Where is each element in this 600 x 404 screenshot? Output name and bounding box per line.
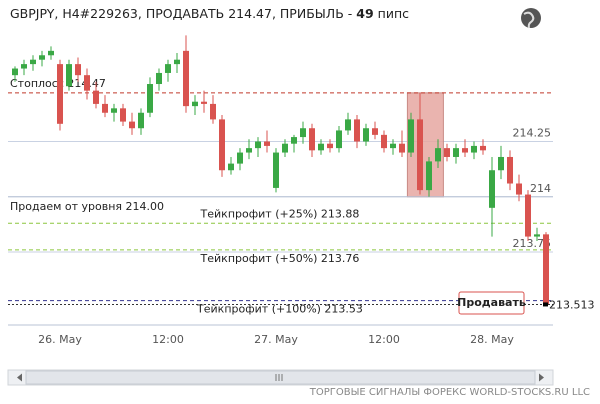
candle-body (174, 59, 180, 65)
title-text: GBPJPY, H4#229263, ПРОДАВАТЬ 214.47, ПРИ… (10, 6, 352, 21)
candle-body (291, 137, 297, 144)
candle-body (120, 108, 126, 122)
candle-body (399, 143, 405, 153)
sell-button-box (458, 291, 525, 315)
footer: ТОРГОВЫЕ СИГНАЛЫ ФОРЕКС WORLD-STOCKS.RU … (309, 387, 590, 398)
candle-body (57, 64, 63, 124)
candle-body (192, 101, 198, 107)
candle-body (66, 64, 72, 87)
candle-body (138, 112, 144, 129)
x-tick-label: 27. May (254, 333, 298, 346)
candle-body (156, 72, 162, 85)
x-tick-label: 28. May (470, 333, 514, 346)
candle-body (228, 163, 234, 171)
candle-body (480, 145, 486, 151)
sell-button-label: Продавать (457, 296, 526, 309)
sell-button[interactable]: Продавать (457, 291, 526, 315)
candle-body (516, 183, 522, 195)
candle-body (84, 75, 90, 91)
y-tick-label: 213.75 (513, 237, 552, 250)
candle-body (408, 119, 414, 153)
candle-body (165, 64, 171, 73)
current-price-marker (543, 302, 548, 307)
candle-body (336, 130, 342, 149)
candle-body (264, 141, 270, 146)
candle-body (525, 194, 531, 237)
level-label: Продаем от уровня 214.00 (10, 200, 164, 213)
candle-body (354, 119, 360, 142)
candle-body (534, 234, 540, 237)
candle-body (282, 143, 288, 153)
candle-body (21, 64, 27, 69)
candle-body (435, 148, 441, 162)
candle-body (111, 108, 117, 113)
candle-body (309, 128, 315, 151)
candle-body (543, 234, 549, 305)
candle-body (75, 64, 81, 76)
scrollbar[interactable] (7, 369, 554, 386)
candle-body (300, 128, 306, 138)
candle-body (219, 119, 225, 171)
globe-icon[interactable] (521, 8, 541, 29)
level-label: Тейкпрофит (+25%) 213.88 (200, 207, 360, 220)
y-tick-label: 214 (530, 182, 551, 195)
unit: пипс (378, 6, 409, 21)
candle-body (39, 55, 45, 60)
candle-body (48, 50, 54, 56)
candle-body (372, 128, 378, 135)
candle-body (30, 59, 36, 65)
candle-body (129, 121, 135, 129)
candle-body (102, 103, 108, 113)
candle-body (246, 148, 252, 153)
x-tick-label: 12:00 (152, 333, 184, 346)
candle-body (426, 161, 432, 191)
candle-body (93, 90, 99, 104)
plot-area (8, 0, 553, 325)
candle-body (471, 145, 477, 153)
candle-body (318, 143, 324, 151)
x-tick-label: 26. May (38, 333, 82, 346)
candle-body (453, 148, 459, 157)
candle-body (444, 148, 450, 157)
level-label: Тейкпрофит (+50%) 213.76 (200, 252, 360, 265)
candle-body (489, 170, 495, 208)
candle-body (183, 50, 189, 107)
current-price-label: 213.513 (549, 298, 595, 311)
candle-body (345, 119, 351, 131)
candle-body (12, 68, 18, 76)
candle-body (147, 84, 153, 113)
title: GBPJPY, H4#229263, ПРОДАВАТЬ 214.47, ПРИ… (10, 6, 409, 21)
candle-body (462, 148, 468, 153)
candle-body (210, 103, 216, 120)
profit: 49 (356, 6, 373, 21)
candle-body (498, 156, 504, 171)
candle-body (327, 143, 333, 149)
candle-body (390, 143, 396, 149)
y-tick-label: 214.25 (513, 126, 552, 139)
candle-body (237, 152, 243, 164)
candle-body (273, 152, 279, 188)
candle-body (507, 156, 513, 184)
candle-body (381, 134, 387, 149)
level-label: Тейкпрофит (+100%) 213.53 (196, 303, 363, 316)
candle-body (201, 101, 207, 104)
x-tick-label: 12:00 (368, 333, 400, 346)
candle-body (255, 141, 261, 149)
candle-body (417, 119, 423, 191)
candle-body (363, 128, 369, 142)
